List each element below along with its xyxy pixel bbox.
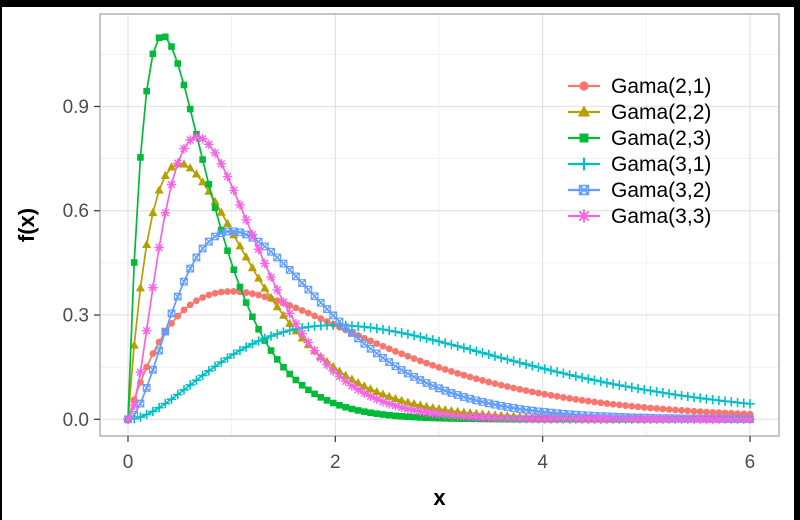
axes: 0 2 4 6 0.0 0.3 0.6 0.9 (63, 97, 756, 473)
y-tick-label: 0.0 (63, 410, 89, 431)
legend-key-asterisk-icon (577, 209, 591, 223)
window-frame-left (0, 0, 2, 520)
legend-item-gama-3-1: Gama(3,1) (568, 153, 711, 176)
legend-key-triangle-filled-icon (577, 105, 591, 117)
x-tick-label: 2 (330, 452, 341, 473)
window-frame-top (0, 0, 800, 7)
y-tick-label: 0.9 (63, 97, 89, 118)
series-gama-3-3 (123, 132, 755, 425)
legend-item-gama-3-2: Gama(3,2) (568, 179, 711, 202)
legend-label: Gama(2,2) (611, 101, 711, 124)
legend-item-gama-3-3: Gama(3,3) (568, 205, 711, 228)
legend-key-plus-icon (577, 157, 591, 171)
legend-item-gama-2-3: Gama(2,3) (568, 127, 711, 150)
legend-label: Gama(3,1) (611, 153, 711, 176)
legend: Gama(2,1) Gama(2,2) Gama(2,3) Gama(3,1) Gama… (568, 75, 711, 228)
legend-item-gama-2-2: Gama(2,2) (568, 101, 711, 124)
x-tick-label: 0 (123, 452, 134, 473)
y-tick-label: 0.6 (63, 201, 89, 222)
legend-label: Gama(2,3) (611, 127, 711, 150)
window-frame-right (794, 0, 800, 520)
series-gama-3-1 (123, 320, 755, 425)
legend-key-square-filled-icon (579, 133, 589, 143)
x-tick-label: 6 (745, 452, 756, 473)
legend-label: Gama(3,3) (611, 205, 711, 228)
legend-key-square-x-icon (578, 184, 590, 196)
legend-label: Gama(2,1) (611, 75, 711, 98)
legend-key-circle-filled-icon (579, 81, 589, 91)
panel-border (99, 13, 780, 437)
legend-item-gama-2-1: Gama(2,1) (568, 75, 711, 98)
y-axis-title: f(x) (14, 207, 39, 243)
legend-label: Gama(3,2) (611, 179, 711, 202)
y-tick-label: 0.3 (63, 306, 89, 327)
x-tick-label: 4 (537, 452, 548, 473)
x-axis-title: x (433, 485, 446, 510)
